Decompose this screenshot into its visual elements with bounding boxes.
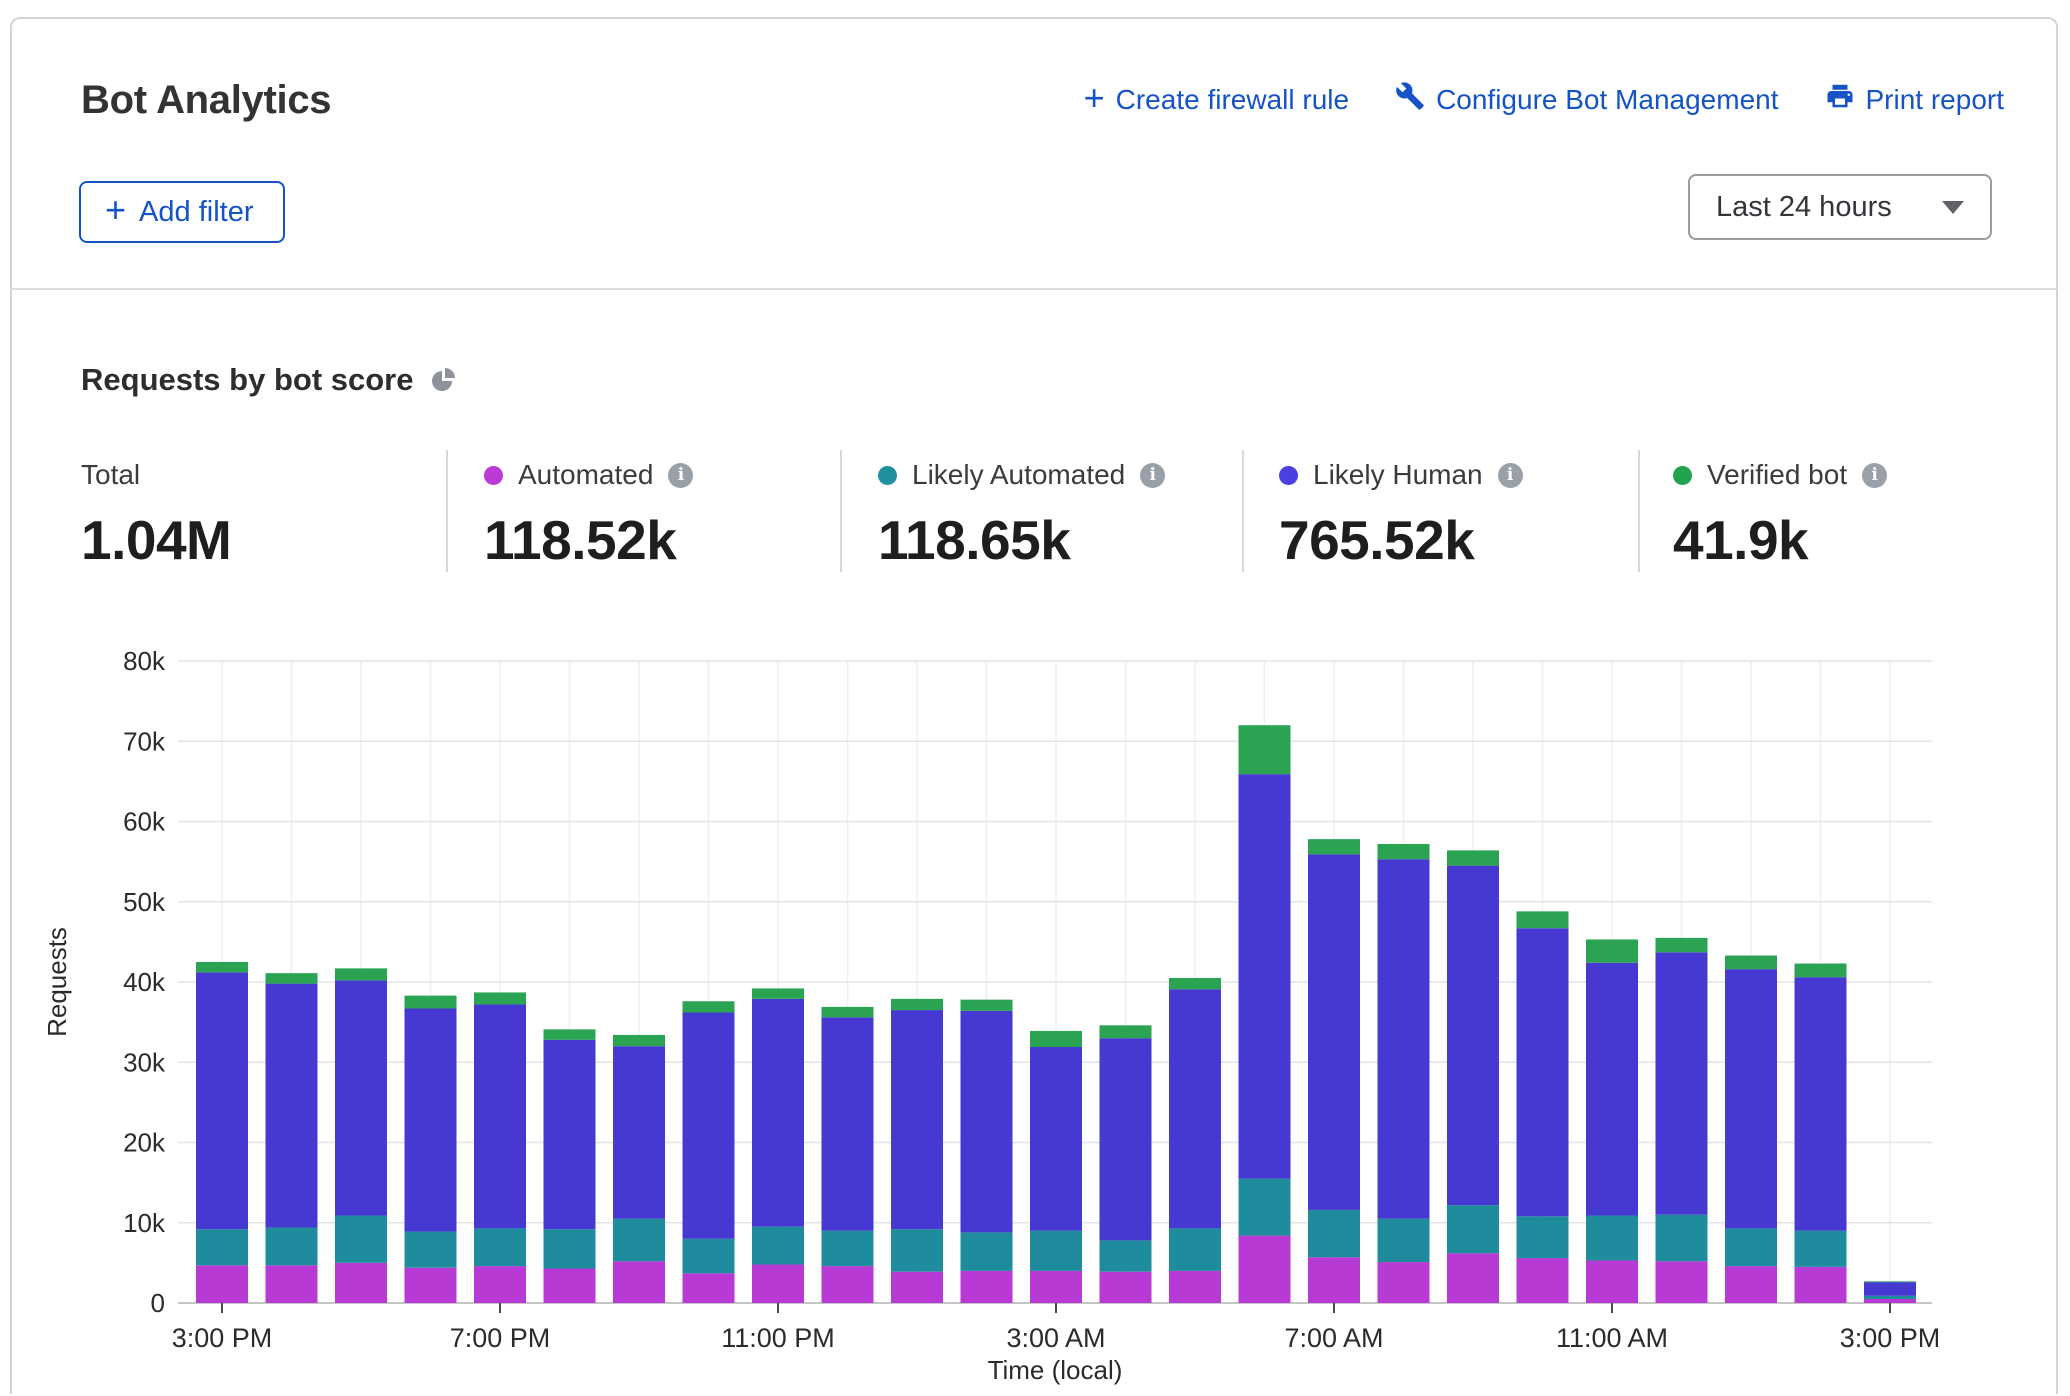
svg-text:30k: 30k: [123, 1047, 166, 1077]
wrench-icon: [1395, 81, 1425, 118]
stat-total-label: Total: [81, 459, 141, 490]
stat-total: Total 1.04M: [12, 450, 446, 572]
stat-automated: Automated i 118.52k: [446, 450, 840, 572]
header-divider: [10, 288, 2058, 290]
svg-text:20k: 20k: [123, 1128, 166, 1158]
plus-icon: +: [105, 189, 127, 230]
stat-total-value: 1.04M: [81, 509, 232, 571]
stat-likely-human-value: 765.52k: [1279, 509, 1475, 571]
header-actions: + Create firewall rule Configure Bot Man…: [1083, 77, 2005, 118]
printer-icon: [1825, 81, 1855, 118]
add-filter-button[interactable]: + Add filter: [79, 181, 286, 243]
svg-text:80k: 80k: [123, 646, 166, 676]
add-filter-label: Add filter: [139, 195, 254, 228]
page-title: Bot Analytics: [81, 78, 332, 122]
svg-text:Requests: Requests: [42, 927, 72, 1037]
requests-by-bot-score-chart[interactable]: 0 10k 20k 30k 40k 50k 60k 70k 80k 3:00 PM 7:00 PM 1…: [10, 622, 2062, 1396]
svg-text:7:00 AM: 7:00 AM: [1284, 1323, 1383, 1353]
svg-text:3:00 PM: 3:00 PM: [1840, 1323, 1941, 1353]
verified-bot-legend-dot: [1673, 465, 1692, 485]
automated-legend-dot: [484, 465, 503, 485]
print-report-link[interactable]: Print report: [1825, 81, 2005, 118]
print-report-label: Print report: [1865, 83, 2005, 115]
svg-text:3:00 AM: 3:00 AM: [1006, 1323, 1105, 1353]
create-firewall-rule-label: Create firewall rule: [1115, 83, 1350, 115]
svg-text:10k: 10k: [123, 1208, 166, 1238]
svg-text:3:00 PM: 3:00 PM: [172, 1323, 273, 1353]
svg-text:70k: 70k: [123, 726, 166, 756]
svg-text:7:00 PM: 7:00 PM: [450, 1323, 551, 1353]
svg-text:60k: 60k: [123, 807, 166, 837]
stat-likely-automated-value: 118.65k: [878, 509, 1071, 571]
info-icon[interactable]: i: [1140, 462, 1166, 488]
info-icon[interactable]: i: [1497, 462, 1523, 488]
stat-automated-value: 118.52k: [484, 509, 677, 571]
stat-automated-label: Automated: [518, 459, 654, 490]
plus-icon: +: [1083, 77, 1105, 118]
section-head: Requests by bot score: [81, 362, 457, 398]
svg-text:50k: 50k: [123, 887, 166, 917]
svg-text:40k: 40k: [123, 967, 166, 997]
bot-analytics-card: Bot Analytics + Create firewall rule Con…: [10, 17, 2058, 1394]
time-range-value: Last 24 hours: [1716, 190, 1892, 223]
likely-automated-legend-dot: [878, 465, 897, 485]
stat-verified-bot: Verified bot i 41.9k: [1638, 450, 2056, 572]
stat-likely-human-label: Likely Human: [1313, 459, 1483, 490]
chevron-down-icon: [1942, 200, 1964, 214]
configure-bot-management-link[interactable]: Configure Bot Management: [1395, 81, 1779, 118]
configure-bot-management-label: Configure Bot Management: [1436, 83, 1779, 115]
section-title: Requests by bot score: [81, 362, 414, 397]
svg-text:11:00 AM: 11:00 AM: [1556, 1323, 1668, 1353]
info-icon[interactable]: i: [1862, 462, 1888, 488]
pie-chart-icon: [429, 366, 457, 394]
info-icon[interactable]: i: [668, 462, 694, 488]
svg-text:Time (local): Time (local): [988, 1355, 1123, 1385]
stat-verified-bot-value: 41.9k: [1673, 509, 1809, 571]
stat-likely-human: Likely Human i 765.52k: [1242, 450, 1638, 572]
stat-likely-automated: Likely Automated i 118.65k: [840, 450, 1242, 572]
create-firewall-rule-link[interactable]: + Create firewall rule: [1083, 77, 1350, 118]
svg-text:11:00 PM: 11:00 PM: [721, 1323, 835, 1353]
likely-human-legend-dot: [1279, 465, 1298, 485]
stat-verified-bot-label: Verified bot: [1707, 459, 1848, 490]
svg-text:0: 0: [151, 1288, 165, 1318]
stat-likely-automated-label: Likely Automated: [912, 459, 1126, 490]
stats-row: Total 1.04M Automated i 118.52k Likely A…: [12, 450, 2056, 572]
time-range-select[interactable]: Last 24 hours: [1688, 174, 1992, 240]
